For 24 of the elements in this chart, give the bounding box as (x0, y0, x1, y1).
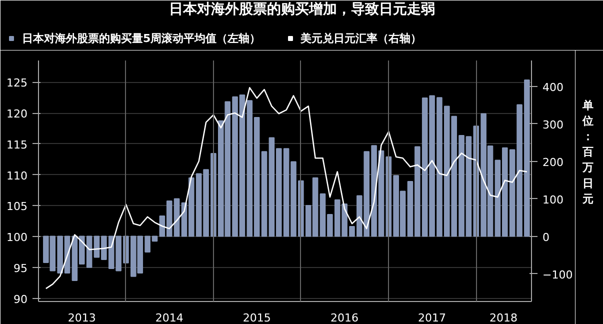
legend-label: 美元兑日元汇率（右轴） (300, 30, 422, 46)
chart-title: 日本对海外股票的购买增加，导致日元走弱 (169, 2, 435, 18)
x-tick-label: 2018 (489, 312, 518, 324)
y-tick-label: 95 (14, 262, 28, 276)
y-tick-label: 125 (6, 76, 28, 90)
y2-tick-label: 0 (542, 230, 550, 244)
y2-axis-title: 单位：百万日元 (582, 98, 594, 206)
y-tick-label: 105 (6, 200, 28, 214)
y-tick-label: 110 (6, 169, 28, 182)
x-tick-label: 2015 (242, 312, 271, 324)
x-tick-label: 2017 (418, 312, 446, 324)
y-tick-label: 120 (6, 108, 28, 121)
x-tick-label: 2014 (155, 312, 184, 324)
y2-tick-label: 200 (542, 156, 564, 169)
y-tick-label: 115 (6, 138, 28, 152)
legend-label: 日本对海外股票的购买量5周滚动平均值（左轴） (22, 30, 261, 46)
y2-tick-label: −100 (542, 268, 573, 282)
y2-tick-label: 100 (542, 193, 564, 206)
y-tick-label: 100 (6, 231, 28, 244)
x-tick-label: 2016 (330, 312, 359, 324)
x-tick-label: 2013 (68, 312, 96, 324)
y2-tick-label: 400 (542, 80, 564, 94)
y2-tick-label: 300 (542, 118, 564, 132)
y-tick-label: 90 (14, 292, 28, 306)
